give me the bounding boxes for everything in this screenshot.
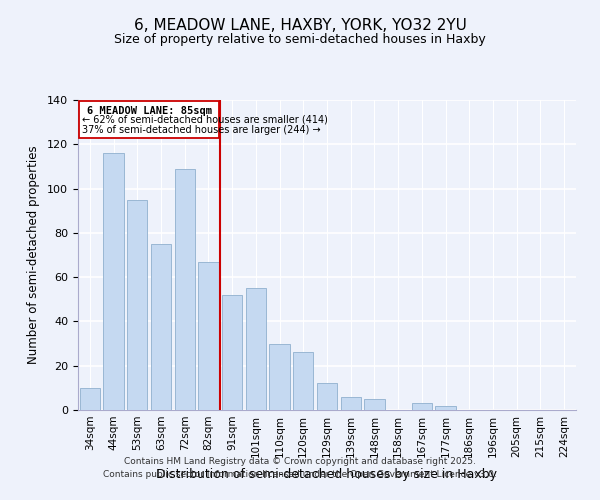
Bar xyxy=(436,406,455,410)
Text: 6, MEADOW LANE, HAXBY, YORK, YO32 2YU: 6, MEADOW LANE, HAXBY, YORK, YO32 2YU xyxy=(134,18,466,32)
Bar xyxy=(222,295,242,410)
Text: 6 MEADOW LANE: 85sqm: 6 MEADOW LANE: 85sqm xyxy=(86,106,212,116)
Bar xyxy=(364,399,385,410)
Bar xyxy=(80,388,100,410)
Bar xyxy=(412,404,432,410)
Bar xyxy=(293,352,313,410)
Bar xyxy=(199,262,218,410)
Bar xyxy=(269,344,290,410)
Y-axis label: Number of semi-detached properties: Number of semi-detached properties xyxy=(27,146,40,364)
Bar xyxy=(341,396,361,410)
Text: Size of property relative to semi-detached houses in Haxby: Size of property relative to semi-detach… xyxy=(114,32,486,46)
Text: Contains public sector information licensed under the Open Government Licence v3: Contains public sector information licen… xyxy=(103,470,497,479)
Bar xyxy=(103,153,124,410)
Bar xyxy=(317,384,337,410)
Bar xyxy=(175,168,195,410)
Bar xyxy=(151,244,171,410)
Text: Contains HM Land Registry data © Crown copyright and database right 2025.: Contains HM Land Registry data © Crown c… xyxy=(124,458,476,466)
FancyBboxPatch shape xyxy=(79,101,219,138)
X-axis label: Distribution of semi-detached houses by size in Haxby: Distribution of semi-detached houses by … xyxy=(157,468,497,481)
Bar xyxy=(127,200,148,410)
Bar xyxy=(246,288,266,410)
Text: ← 62% of semi-detached houses are smaller (414): ← 62% of semi-detached houses are smalle… xyxy=(82,114,328,124)
Text: 37% of semi-detached houses are larger (244) →: 37% of semi-detached houses are larger (… xyxy=(82,126,320,136)
